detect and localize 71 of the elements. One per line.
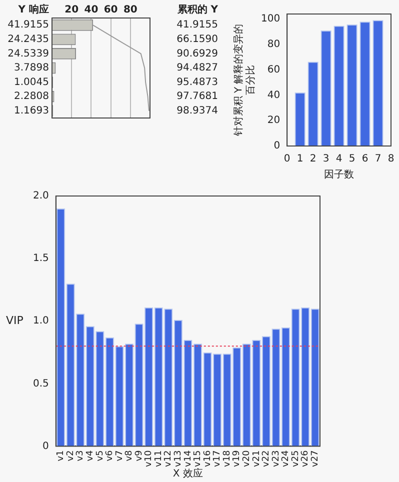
x-tick-label: v8 xyxy=(124,450,135,462)
x-tick-label: 1 xyxy=(296,154,304,165)
x-tick-label: v14 xyxy=(183,450,194,468)
data-label: 1.0045 xyxy=(14,76,49,88)
x-tick-label: v25 xyxy=(290,450,301,468)
x-tick-label: v6 xyxy=(105,450,116,462)
x-tick-label: v5 xyxy=(95,450,106,462)
x-tick-label: v7 xyxy=(114,450,125,462)
x-tick-label: 7 xyxy=(374,154,382,165)
y-tick-label: 20 xyxy=(267,115,280,126)
data-label: 1.1693 xyxy=(14,105,49,116)
x-tick-label: 40 xyxy=(84,4,98,16)
data-label: 24.2435 xyxy=(8,34,49,46)
x-tick-label: v17 xyxy=(212,450,223,468)
x-tick-label: 6 xyxy=(362,154,368,165)
x-tick-label: v19 xyxy=(232,450,242,468)
text: Y 响应 xyxy=(17,4,49,16)
x-tick-label: v10 xyxy=(144,450,154,468)
y-tick-label: 80 xyxy=(267,39,280,50)
x-axis-title: X 效应 xyxy=(172,468,203,480)
x-tick-label: v26 xyxy=(300,450,311,468)
x-tick-label: v22 xyxy=(262,450,272,468)
x-tick-label: v24 xyxy=(281,450,292,468)
text: 累积的 Y xyxy=(176,4,219,16)
data-label: 2.2808 xyxy=(14,91,49,102)
x-tick-label: 20 xyxy=(64,4,79,16)
x-tick-label: v4 xyxy=(85,450,96,462)
x-tick-label: 60 xyxy=(104,4,118,16)
y-tick-label: 60 xyxy=(267,64,280,76)
x-tick-label: v1 xyxy=(56,450,66,462)
x-tick-label: v13 xyxy=(174,450,184,468)
data-label: 41.9155 xyxy=(8,20,49,31)
x-tick-label: 8 xyxy=(388,154,394,165)
y-tick-label: 40 xyxy=(267,90,280,101)
y-tick-label: 0.5 xyxy=(32,378,49,390)
x-tick-label: v16 xyxy=(202,450,213,468)
x-tick-label: v15 xyxy=(193,450,204,468)
data-label: 94.4827 xyxy=(176,62,218,74)
data-label: 90.6929 xyxy=(176,48,218,60)
x-tick-label: 3 xyxy=(322,154,330,165)
y-tick-label: 2.0 xyxy=(32,190,49,202)
data-label: 3.7898 xyxy=(14,62,49,74)
x-axis-title: 因子数 xyxy=(324,170,354,181)
x-tick-label: 5 xyxy=(348,154,356,165)
x-tick-label: v9 xyxy=(134,450,144,462)
x-tick-label: v2 xyxy=(66,450,76,462)
data-label: 95.4873 xyxy=(176,76,218,88)
x-tick-label: v23 xyxy=(271,450,282,468)
y-tick-label: 100 xyxy=(260,14,280,25)
y-axis-title: VIP xyxy=(6,314,24,327)
x-tick-label: v11 xyxy=(154,450,164,468)
data-label: 24.5339 xyxy=(8,48,49,60)
data-label: 97.7681 xyxy=(176,91,218,102)
y-axis-title: 针对累积 Y 解释的变异的百分比 xyxy=(232,24,257,138)
x-tick-label: v20 xyxy=(242,450,252,468)
data-label: 66.1590 xyxy=(176,34,218,46)
x-tick-label: 0 xyxy=(284,154,290,165)
x-tick-label: v3 xyxy=(76,450,86,462)
x-tick-label: 80 xyxy=(123,4,138,16)
x-tick-label: v12 xyxy=(164,450,174,468)
x-tick-label: 2 xyxy=(310,154,316,165)
x-tick-label: v27 xyxy=(310,450,320,468)
x-tick-label: v18 xyxy=(222,450,232,468)
y-tick-label: 1.5 xyxy=(32,253,49,264)
data-label: 41.9155 xyxy=(176,20,218,31)
y-tick-label: 0 xyxy=(42,440,49,452)
y-tick-label: 0 xyxy=(274,140,280,152)
x-tick-label: v21 xyxy=(252,450,262,468)
y-tick-label: 1.0 xyxy=(32,316,49,327)
data-label: 98.9374 xyxy=(176,105,218,116)
x-tick-label: 4 xyxy=(336,154,342,165)
